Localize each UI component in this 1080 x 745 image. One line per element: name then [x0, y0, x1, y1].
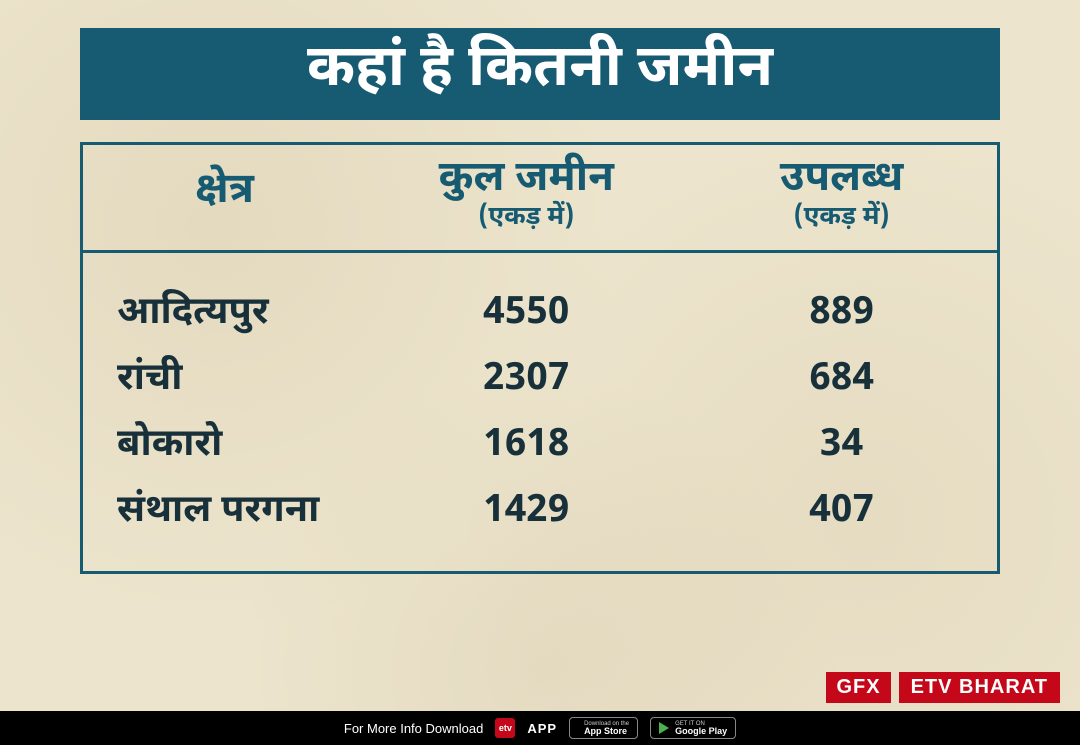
title-bar: कहां है कितनी जमीन — [80, 28, 1000, 120]
app-store-badge[interactable]: Download on the App Store — [569, 717, 638, 739]
gfx-badge: GFX — [826, 672, 890, 703]
google-play-icon — [659, 722, 669, 734]
land-table: क्षेत्र कुल जमीन (एकड़ में) उपलब्ध (एकड़… — [80, 142, 1000, 574]
footer-app-word: APP — [527, 721, 557, 736]
app-store-lines: Download on the App Store — [584, 721, 629, 736]
table-row: संथाल परगना 1429 407 — [83, 479, 997, 545]
cell-area: संथाल परगना — [83, 493, 366, 531]
cell-total: 1429 — [366, 493, 686, 531]
footer-download-text: For More Info Download — [344, 721, 483, 736]
cell-area: रांची — [83, 361, 366, 399]
google-play-badge[interactable]: GET IT ON Google Play — [650, 717, 736, 739]
cell-total: 1618 — [366, 427, 686, 465]
table-row: रांची 2307 684 — [83, 347, 997, 413]
col-header-available-sub: (एकड़ में) — [696, 205, 987, 232]
col-header-available-main: उपलब्ध — [780, 153, 904, 208]
cell-available: 407 — [686, 493, 997, 531]
page-title: कहां है कितनी जमीन — [307, 33, 773, 109]
brand-strip: GFX ETV BHARAT — [826, 672, 1060, 703]
col-header-area: क्षेत्र — [83, 145, 366, 250]
etv-mini-logo-icon: etv — [495, 718, 515, 738]
col-header-total: कुल जमीन (एकड़ में) — [366, 145, 686, 250]
google-play-lines: GET IT ON Google Play — [675, 721, 727, 736]
cell-total: 2307 — [366, 361, 686, 399]
etv-bharat-badge: ETV BHARAT — [899, 672, 1060, 703]
cell-total: 4550 — [366, 295, 686, 333]
cell-available: 684 — [686, 361, 997, 399]
table-row: आदित्यपुर 4550 889 — [83, 281, 997, 347]
col-header-area-main: क्षेत्र — [195, 165, 254, 220]
col-header-total-main: कुल जमीन — [439, 153, 614, 208]
table-row: बोकारो 1618 34 — [83, 413, 997, 479]
footer-bar: For More Info Download etv APP Download … — [0, 711, 1080, 745]
cell-area: बोकारो — [83, 427, 366, 465]
cell-available: 889 — [686, 295, 997, 333]
cell-area: आदित्यपुर — [83, 295, 366, 333]
app-store-l2: App Store — [584, 727, 629, 736]
col-header-available: उपलब्ध (एकड़ में) — [686, 145, 997, 250]
table-body: आदित्यपुर 4550 889 रांची 2307 684 बोकारो… — [83, 253, 997, 571]
table-header-row: क्षेत्र कुल जमीन (एकड़ में) उपलब्ध (एकड़… — [83, 145, 997, 253]
col-header-total-sub: (एकड़ में) — [376, 205, 676, 232]
cell-available: 34 — [686, 427, 997, 465]
google-play-l2: Google Play — [675, 727, 727, 736]
